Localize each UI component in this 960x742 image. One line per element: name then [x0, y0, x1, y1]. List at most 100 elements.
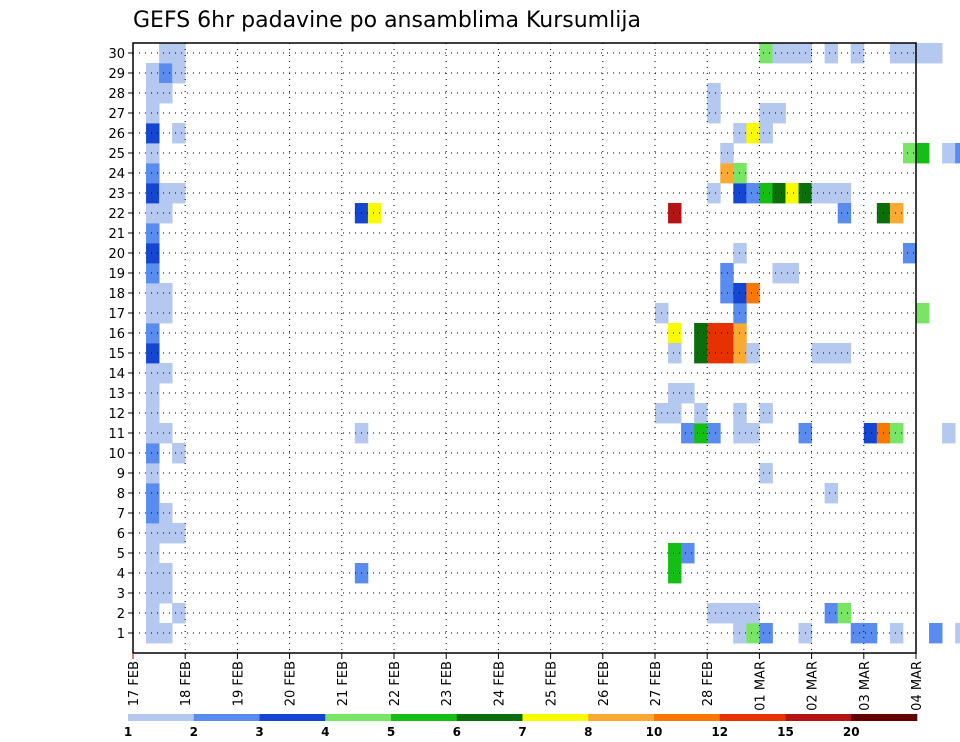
precip-cell: [824, 183, 839, 204]
x-tick-label: 02 MAR: [806, 661, 821, 711]
colorbar-swatch: [456, 714, 523, 721]
y-tick-label: 1: [117, 627, 125, 642]
precip-cell: [759, 103, 773, 124]
grid-layer: [133, 43, 916, 653]
precip-cell: [850, 43, 865, 64]
precip-cell: [172, 43, 186, 64]
colorbar-swatch: [588, 714, 655, 721]
colorbar-swatch: [719, 714, 786, 721]
precip-cell: [733, 163, 747, 184]
precip-cell: [146, 443, 160, 464]
precip-cell: [159, 563, 173, 584]
colorbar-label: 4: [321, 725, 329, 739]
precip-cell: [772, 103, 786, 124]
precip-cell: [146, 303, 160, 324]
precip-cell: [759, 463, 773, 484]
precip-cell: [172, 183, 186, 204]
precip-cell: [146, 623, 160, 644]
y-tick-label: 23: [108, 187, 125, 202]
precip-cell: [733, 183, 747, 204]
precip-cell: [837, 183, 852, 204]
precip-cell: [146, 183, 160, 204]
y-axis: 1234567891011121314151617181920212223242…: [108, 47, 133, 642]
y-tick-label: 17: [108, 307, 125, 322]
precip-cell: [889, 43, 904, 64]
x-tick-label: 20 FEB: [284, 661, 299, 706]
colorbar-label: 12: [711, 725, 728, 739]
precip-cell: [720, 283, 734, 304]
precip-cell: [759, 123, 773, 144]
precip-cell: [146, 463, 160, 484]
precip-cell: [694, 403, 708, 424]
precip-cell: [159, 503, 173, 524]
precip-cell: [146, 263, 160, 284]
precip-cell: [720, 163, 734, 184]
precip-cell: [172, 603, 186, 624]
precip-cell: [837, 603, 852, 624]
precip-cell: [772, 43, 786, 64]
y-tick-label: 6: [117, 527, 125, 542]
precip-cell: [746, 183, 760, 204]
y-tick-label: 18: [108, 287, 125, 302]
y-tick-label: 25: [108, 147, 125, 162]
precip-cell: [668, 403, 682, 424]
precip-cell: [146, 283, 160, 304]
precip-cell: [746, 603, 760, 624]
precip-cell: [759, 403, 773, 424]
precip-cell: [955, 623, 960, 644]
y-tick-label: 21: [108, 227, 125, 242]
precip-cell: [146, 83, 160, 104]
colorbar-label: 20: [843, 725, 860, 739]
colorbar-swatch: [259, 714, 326, 721]
y-tick-label: 12: [108, 407, 125, 422]
y-tick-label: 29: [108, 67, 125, 82]
precip-cell: [824, 603, 839, 624]
precip-cell: [159, 623, 173, 644]
precip-cell: [707, 603, 721, 624]
precip-cell: [772, 263, 786, 284]
precip-cell: [889, 203, 904, 224]
precip-cell: [146, 523, 160, 544]
x-tick-label: 21 FEB: [336, 661, 351, 706]
precip-cell: [146, 383, 160, 404]
precip-cell: [707, 343, 721, 364]
x-tick-label: 04 MAR: [910, 661, 925, 711]
precip-cell: [707, 423, 721, 444]
precip-cell: [720, 263, 734, 284]
precip-cell: [759, 623, 773, 644]
y-tick-label: 13: [108, 387, 125, 402]
precip-cell: [837, 343, 852, 364]
precip-cell: [146, 503, 160, 524]
precip-cell: [159, 203, 173, 224]
precip-cell: [146, 63, 160, 84]
y-tick-label: 8: [117, 487, 125, 502]
y-tick-label: 20: [108, 247, 125, 262]
x-axis: 17 FEB 18 FEB 19 FEB 20 FEB 21 FEB 22 FEB 23 F…: [127, 653, 925, 711]
y-tick-label: 28: [108, 87, 125, 102]
precip-cell: [785, 43, 799, 64]
precip-cell: [955, 143, 960, 164]
precip-cell: [889, 423, 904, 444]
precip-cell: [746, 423, 760, 444]
x-tick-label: 18 FEB: [179, 661, 194, 706]
precip-cell: [694, 343, 708, 364]
x-tick-label: 25 FEB: [545, 661, 560, 706]
y-tick-label: 27: [108, 107, 125, 122]
precip-cell: [668, 563, 682, 584]
y-tick-label: 14: [108, 367, 125, 382]
colorbar-swatch: [851, 714, 918, 721]
precip-cell: [785, 183, 799, 204]
precip-cell: [146, 583, 160, 604]
precip-cell: [850, 623, 865, 644]
precip-cell: [694, 323, 708, 344]
precip-cell: [759, 183, 773, 204]
precip-cell: [159, 523, 173, 544]
precip-cell: [916, 43, 930, 64]
x-tick-label: 27 FEB: [649, 661, 664, 706]
y-tick-label: 26: [108, 127, 125, 142]
precip-cell: [159, 43, 173, 64]
precip-cell: [707, 183, 721, 204]
chart-title: GEFS 6hr padavine po ansamblima Kursumli…: [133, 8, 641, 33]
precip-cell: [889, 623, 904, 644]
precip-cell: [733, 123, 747, 144]
